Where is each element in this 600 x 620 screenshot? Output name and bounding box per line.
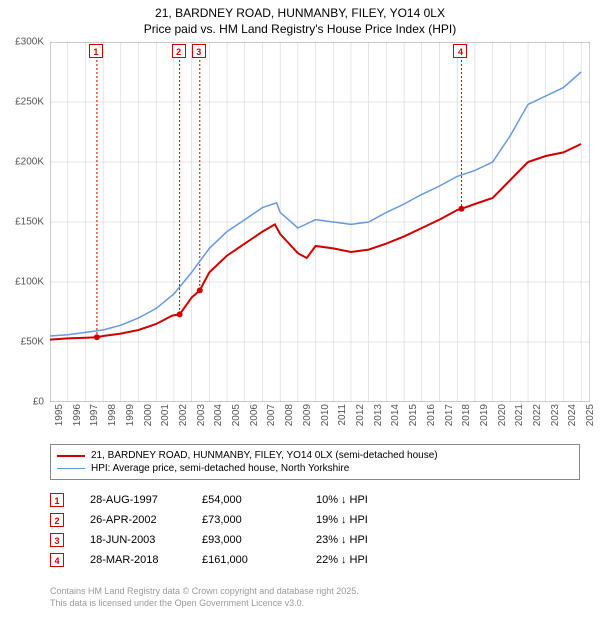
delta-vs: HPI bbox=[350, 494, 368, 506]
x-tick-label: 2009 bbox=[302, 404, 313, 426]
x-tick-label: 2011 bbox=[337, 404, 348, 426]
x-tick-label: 2000 bbox=[143, 404, 154, 426]
delta-percent: 19% bbox=[316, 514, 338, 526]
data-row-price: £54,000 bbox=[202, 494, 302, 506]
x-tick-label: 1996 bbox=[72, 404, 83, 426]
legend-swatch bbox=[57, 468, 85, 469]
down-arrow-icon: ↓ bbox=[341, 534, 347, 546]
x-tick-label: 2004 bbox=[213, 404, 224, 426]
x-tick-label: 1997 bbox=[89, 404, 100, 426]
chart-marker-1: 1 bbox=[89, 44, 103, 58]
x-tick-label: 2001 bbox=[160, 404, 171, 426]
delta-vs: HPI bbox=[350, 514, 368, 526]
y-tick-label: £100K bbox=[15, 277, 44, 288]
x-tick-label: 2014 bbox=[390, 404, 401, 426]
delta-percent: 22% bbox=[316, 554, 338, 566]
y-tick-label: £0 bbox=[33, 397, 44, 408]
legend-label: 21, BARDNEY ROAD, HUNMANBY, FILEY, YO14 … bbox=[91, 450, 438, 461]
y-tick-label: £300K bbox=[15, 37, 44, 48]
down-arrow-icon: ↓ bbox=[341, 554, 347, 566]
legend: 21, BARDNEY ROAD, HUNMANBY, FILEY, YO14 … bbox=[50, 444, 580, 480]
x-tick-label: 2006 bbox=[249, 404, 260, 426]
data-row-price: £161,000 bbox=[202, 554, 302, 566]
data-row-marker: 4 bbox=[50, 553, 64, 567]
x-tick-label: 2021 bbox=[514, 404, 525, 426]
data-row: 4 28-MAR-2018 £161,000 22%↓HPI bbox=[50, 550, 580, 570]
x-tick-label: 2017 bbox=[444, 404, 455, 426]
x-tick-label: 2005 bbox=[231, 404, 242, 426]
x-tick-label: 2018 bbox=[461, 404, 472, 426]
data-row: 1 28-AUG-1997 £54,000 10%↓HPI bbox=[50, 490, 580, 510]
x-tick-label: 2024 bbox=[567, 404, 578, 426]
delta-percent: 10% bbox=[316, 494, 338, 506]
data-row: 2 26-APR-2002 £73,000 19%↓HPI bbox=[50, 510, 580, 530]
delta-vs: HPI bbox=[350, 554, 368, 566]
x-tick-label: 1999 bbox=[125, 404, 136, 426]
data-row-delta: 23%↓HPI bbox=[316, 534, 368, 546]
x-tick-label: 2002 bbox=[178, 404, 189, 426]
y-tick-label: £50K bbox=[21, 337, 44, 348]
x-tick-label: 2019 bbox=[479, 404, 490, 426]
chart-marker-4: 4 bbox=[453, 44, 467, 58]
x-tick-label: 2022 bbox=[532, 404, 543, 426]
delta-percent: 23% bbox=[316, 534, 338, 546]
data-row-date: 18-JUN-2003 bbox=[78, 534, 188, 546]
data-row-delta: 19%↓HPI bbox=[316, 514, 368, 526]
chart-container: 21, BARDNEY ROAD, HUNMANBY, FILEY, YO14 … bbox=[0, 0, 600, 620]
data-row-date: 28-AUG-1997 bbox=[78, 494, 188, 506]
footer-line1: Contains HM Land Registry data © Crown c… bbox=[50, 586, 359, 598]
legend-item: HPI: Average price, semi-detached house,… bbox=[57, 462, 573, 475]
data-row-date: 26-APR-2002 bbox=[78, 514, 188, 526]
footer-line2: This data is licensed under the Open Gov… bbox=[50, 598, 359, 610]
title-block: 21, BARDNEY ROAD, HUNMANBY, FILEY, YO14 … bbox=[0, 0, 600, 37]
x-tick-label: 2013 bbox=[373, 404, 384, 426]
chart-area: 1 23 4 bbox=[50, 42, 590, 402]
x-tick-label: 2020 bbox=[497, 404, 508, 426]
down-arrow-icon: ↓ bbox=[341, 514, 347, 526]
footer-note: Contains HM Land Registry data © Crown c… bbox=[50, 586, 359, 609]
x-tick-label: 2015 bbox=[408, 404, 419, 426]
x-tick-label: 2023 bbox=[550, 404, 561, 426]
x-tick-label: 2010 bbox=[320, 404, 331, 426]
data-row-delta: 10%↓HPI bbox=[316, 494, 368, 506]
data-row-marker: 3 bbox=[50, 533, 64, 547]
legend-label: HPI: Average price, semi-detached house,… bbox=[91, 463, 349, 474]
legend-swatch bbox=[57, 455, 85, 457]
x-tick-label: 2007 bbox=[266, 404, 277, 426]
down-arrow-icon: ↓ bbox=[341, 494, 347, 506]
data-row-price: £73,000 bbox=[202, 514, 302, 526]
y-tick-label: £250K bbox=[15, 97, 44, 108]
x-tick-label: 2016 bbox=[426, 404, 437, 426]
data-row-date: 28-MAR-2018 bbox=[78, 554, 188, 566]
delta-vs: HPI bbox=[350, 534, 368, 546]
data-row-delta: 22%↓HPI bbox=[316, 554, 368, 566]
x-tick-label: 2003 bbox=[196, 404, 207, 426]
x-tick-label: 1995 bbox=[54, 404, 65, 426]
x-tick-label: 2012 bbox=[355, 404, 366, 426]
chart-marker-3: 3 bbox=[192, 44, 206, 58]
data-row-marker: 2 bbox=[50, 513, 64, 527]
y-tick-label: £200K bbox=[15, 157, 44, 168]
title-line1: 21, BARDNEY ROAD, HUNMANBY, FILEY, YO14 … bbox=[0, 6, 600, 22]
x-axis: 1995 1996 1997 1998 1999 2000 2001 2002 2003 2004… bbox=[50, 404, 590, 440]
x-tick-label: 2008 bbox=[284, 404, 295, 426]
y-tick-label: £150K bbox=[15, 217, 44, 228]
legend-item: 21, BARDNEY ROAD, HUNMANBY, FILEY, YO14 … bbox=[57, 449, 573, 462]
x-tick-label: 2025 bbox=[585, 404, 596, 426]
data-row-price: £93,000 bbox=[202, 534, 302, 546]
title-line2: Price paid vs. HM Land Registry's House … bbox=[0, 22, 600, 38]
data-table: 128-AUG-1997£54,00010%↓HPI226-APR-2002£7… bbox=[50, 490, 580, 570]
data-row: 3 18-JUN-2003 £93,000 23%↓HPI bbox=[50, 530, 580, 550]
chart-marker-2: 2 bbox=[172, 44, 186, 58]
x-tick-label: 1998 bbox=[107, 404, 118, 426]
y-axis: £0£50K£100K£150K£200K£250K£300K bbox=[0, 42, 48, 402]
chart-svg bbox=[50, 42, 590, 402]
data-row-marker: 1 bbox=[50, 493, 64, 507]
